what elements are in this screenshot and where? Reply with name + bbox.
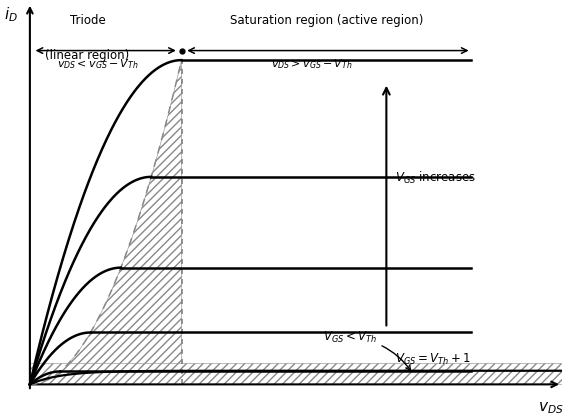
Text: $V_{GS} < V_{Th}$: $V_{GS} < V_{Th}$ — [323, 330, 410, 370]
Text: Saturation region (active region): Saturation region (active region) — [230, 14, 423, 27]
Text: (linear region): (linear region) — [46, 49, 130, 62]
Text: $v_{DS} < v_{GS}- V_{Th}$: $v_{DS} < v_{GS}- V_{Th}$ — [57, 57, 139, 71]
Text: Triode: Triode — [69, 14, 105, 27]
Text: $v_{DS}$: $v_{DS}$ — [538, 400, 564, 416]
Text: $V_{GS}=V_{Th}+1$: $V_{GS}=V_{Th}+1$ — [395, 352, 471, 367]
Text: $i_D$: $i_D$ — [3, 5, 18, 24]
Text: $V_{GS}$ increases: $V_{GS}$ increases — [395, 169, 476, 186]
Text: $v_{DS} > v_{GS}- V_{Th}$: $v_{DS} > v_{GS}- V_{Th}$ — [271, 57, 353, 71]
